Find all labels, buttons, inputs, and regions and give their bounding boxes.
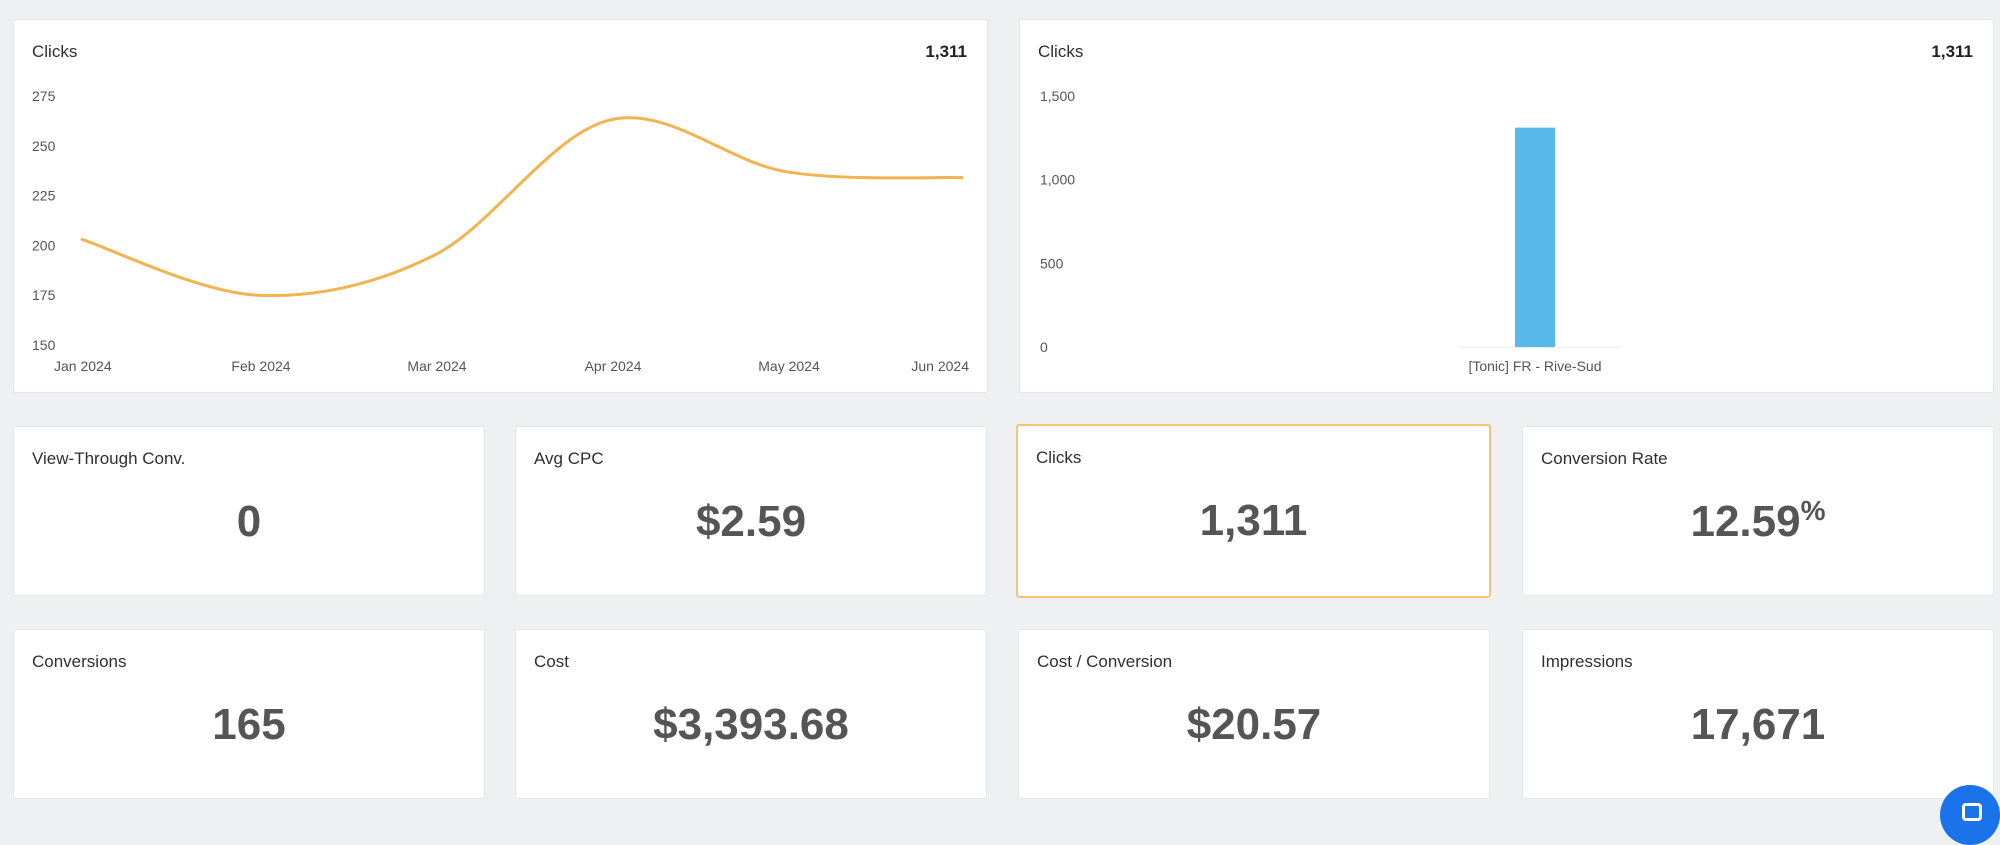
- x-tick-label: Jun 2024: [911, 358, 969, 374]
- y-tick-label: 500: [1040, 255, 1064, 271]
- metric-label: Clicks: [1036, 448, 1082, 467]
- x-tick-label: Apr 2024: [585, 358, 642, 374]
- metric-label: Avg CPC: [534, 449, 604, 468]
- x-tick-label: Jan 2024: [54, 358, 112, 374]
- metric-label: Conversions: [32, 652, 127, 671]
- y-tick-label: 1,000: [1040, 172, 1075, 188]
- y-tick-label: 250: [32, 138, 56, 154]
- clicks-line-chart-card: Clicks 1,311 275 250 225 200 175 150 Jan 2024…: [13, 19, 988, 393]
- x-tick-label: [Tonic] FR - Rive-Sud: [1468, 358, 1601, 374]
- card-total: 1,311: [925, 42, 967, 61]
- metric-value: 165: [212, 700, 286, 749]
- card-title: Clicks: [1038, 42, 1084, 61]
- bar[interactable]: [1515, 127, 1555, 347]
- metric-label: Cost: [534, 652, 569, 671]
- line-chart: 275 250 225 200 175 150 Jan 2024 Feb 2024 Mar 2…: [32, 88, 969, 374]
- chat-launcher-button[interactable]: [1940, 785, 2000, 845]
- metric-card-conversions[interactable]: Conversions 165: [13, 629, 485, 799]
- metric-value: 0: [236, 497, 262, 546]
- metric-label: Conversion Rate: [1541, 449, 1668, 468]
- metric-value: 12.59%: [1690, 495, 1826, 546]
- metric-card-impressions[interactable]: Impressions 17,671: [1522, 629, 1994, 799]
- y-tick-label: 225: [32, 188, 56, 204]
- y-tick-label: 150: [32, 337, 56, 353]
- card-total: 1,311: [1931, 42, 1973, 61]
- y-tick-label: 0: [1040, 339, 1048, 355]
- metric-value: $20.57: [1186, 700, 1322, 749]
- metric-label: Impressions: [1541, 652, 1633, 671]
- clicks-bar-chart-card: Clicks 1,311 1,500 1,000 500 0 [Tonic] FR -…: [1019, 19, 1994, 393]
- metric-card-cost[interactable]: Cost $3,393.68: [515, 629, 987, 799]
- y-tick-label: 175: [32, 287, 56, 303]
- metric-card-view-through-conv[interactable]: View-Through Conv. 0: [13, 426, 485, 596]
- x-tick-label: Mar 2024: [407, 358, 466, 374]
- metric-label: Cost / Conversion: [1037, 652, 1173, 671]
- card-title: Clicks: [32, 42, 78, 61]
- metric-value: 17,671: [1690, 700, 1826, 749]
- y-tick-label: 275: [32, 88, 56, 104]
- series-line: [80, 116, 964, 298]
- metric-value: $3,393.68: [653, 700, 849, 749]
- metric-label: View-Through Conv.: [32, 449, 186, 468]
- chat-icon: [1962, 803, 1982, 821]
- y-tick-label: 200: [32, 237, 56, 253]
- metric-value: $2.59: [695, 497, 807, 546]
- x-tick-label: Feb 2024: [231, 358, 290, 374]
- metric-card-avg-cpc[interactable]: Avg CPC $2.59: [515, 426, 987, 596]
- metric-value: 1,311: [1199, 496, 1308, 545]
- metric-card-cost-per-conversion[interactable]: Cost / Conversion $20.57: [1018, 629, 1490, 799]
- metric-card-conversion-rate[interactable]: Conversion Rate 12.59%: [1522, 426, 1994, 596]
- metric-card-clicks[interactable]: Clicks 1,311: [1016, 424, 1491, 598]
- bar-chart: 1,500 1,000 500 0 [Tonic] FR - Rive-Sud: [1040, 88, 1620, 374]
- y-tick-label: 1,500: [1040, 88, 1075, 104]
- x-tick-label: May 2024: [758, 358, 820, 374]
